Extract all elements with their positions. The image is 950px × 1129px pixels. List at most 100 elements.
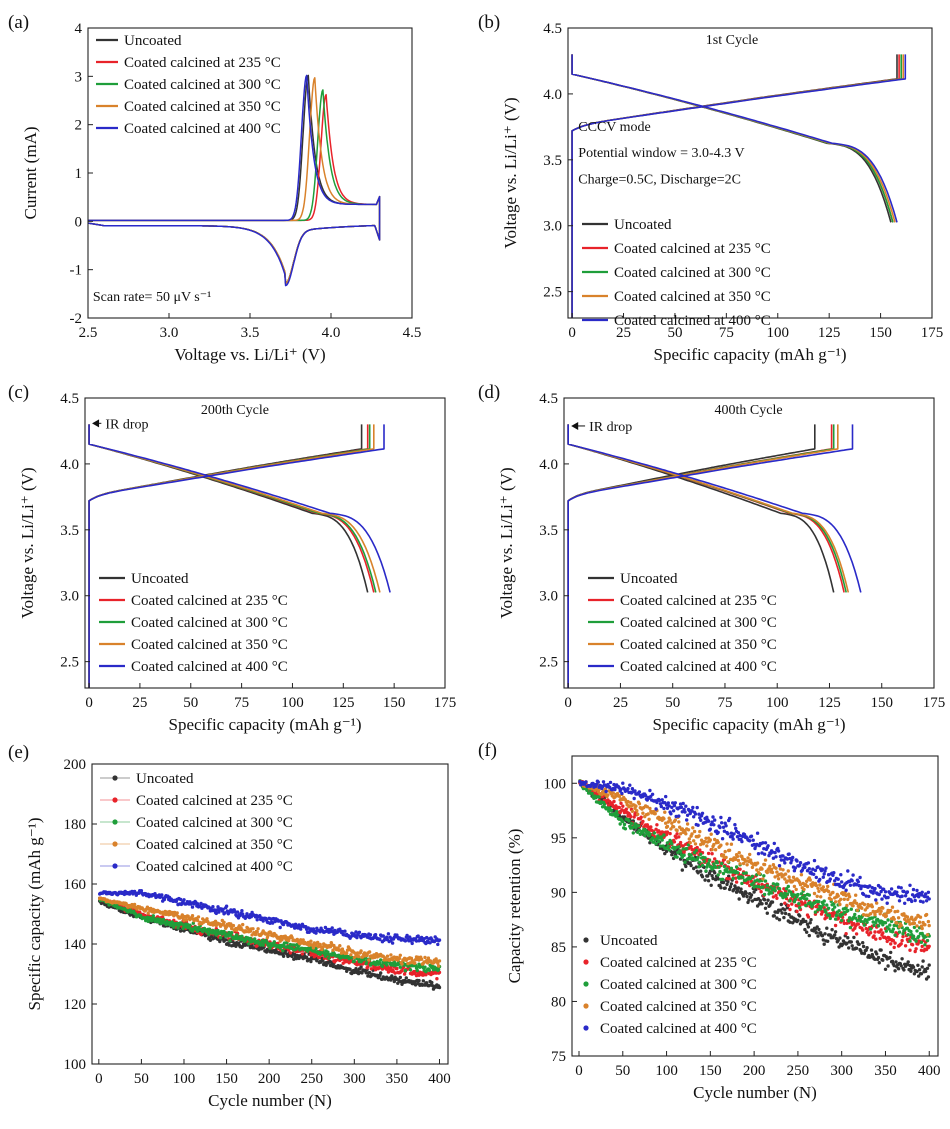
legend-label: Coated calcined at 300 °C [136, 815, 293, 831]
data-point [367, 958, 371, 962]
data-point [803, 927, 807, 932]
data-point [665, 824, 670, 829]
x-tick-label: 3.0 [160, 325, 179, 341]
data-point [172, 925, 176, 929]
data-point [769, 891, 774, 895]
data-point [713, 837, 717, 842]
y-axis-label: Voltage vs. Li/Li⁺ (V) [18, 467, 37, 618]
data-point [621, 804, 625, 808]
data-point [914, 939, 918, 943]
data-point [671, 825, 676, 829]
data-point [668, 831, 672, 836]
data-point [900, 957, 904, 961]
data-point [706, 851, 711, 856]
y-tick-label: 85 [551, 940, 566, 956]
data-point [665, 806, 670, 810]
data-point [788, 920, 792, 924]
x-tick-label: 3.5 [241, 325, 260, 341]
x-tick-label: 100 [173, 1071, 196, 1087]
data-point [419, 935, 424, 940]
data-point [744, 859, 748, 863]
data-point [873, 957, 877, 961]
data-point [925, 938, 930, 943]
data-point [755, 842, 759, 847]
data-point [833, 905, 837, 909]
data-point [831, 873, 835, 877]
data-point [700, 875, 705, 879]
data-point [632, 815, 636, 819]
data-point [737, 897, 741, 901]
data-point [840, 918, 844, 923]
data-point [653, 812, 657, 816]
legend: Uncoated Coated calcined at 235 °C Coated … [588, 571, 777, 675]
data-point [833, 923, 838, 928]
data-point [683, 810, 687, 814]
data-point [309, 959, 313, 964]
discharge-curve [88, 424, 369, 593]
data-point [777, 918, 782, 922]
data-point [696, 871, 700, 875]
data-point [811, 867, 815, 871]
data-point [818, 877, 822, 882]
data-point [901, 934, 905, 939]
data-point [340, 929, 345, 934]
y-tick-label: 3.0 [60, 589, 79, 605]
data-point [741, 861, 746, 866]
data-point [594, 787, 599, 791]
data-point [873, 913, 877, 917]
data-point [699, 852, 703, 856]
data-point [762, 847, 766, 851]
data-point [794, 887, 798, 892]
series-2 [578, 779, 931, 947]
data-point [838, 902, 842, 907]
data-point [804, 903, 808, 908]
data-point [826, 873, 831, 877]
data-point [705, 815, 709, 819]
data-point [876, 924, 881, 928]
data-point [783, 872, 788, 876]
data-point [675, 828, 679, 833]
data-point [799, 892, 804, 896]
data-point [844, 893, 848, 898]
data-point [734, 886, 738, 890]
data-point [924, 912, 929, 917]
data-point [828, 916, 832, 921]
data-point [795, 909, 799, 914]
data-point [909, 929, 913, 934]
data-point [716, 830, 720, 835]
data-point [619, 787, 623, 791]
y-tick-label: 180 [64, 817, 87, 833]
data-point [670, 805, 674, 810]
data-point [814, 875, 818, 880]
data-point [733, 823, 737, 827]
data-point [726, 860, 730, 864]
data-point [851, 873, 855, 877]
x-tick-label: 150 [383, 695, 406, 711]
data-point [648, 832, 652, 836]
data-point [741, 871, 746, 875]
data-point [837, 909, 841, 913]
data-point [705, 865, 709, 869]
data-point [713, 818, 717, 822]
data-point [227, 943, 231, 947]
data-point [674, 845, 678, 850]
data-point [730, 834, 734, 839]
data-point [715, 861, 719, 865]
data-point [855, 918, 860, 923]
data-point [692, 815, 696, 819]
y-tick-label: 4.5 [539, 391, 558, 407]
data-point [217, 910, 221, 914]
data-point [918, 915, 923, 919]
x-tick-label: 250 [300, 1071, 323, 1087]
data-point [224, 904, 229, 908]
x-tick-label: 175 [921, 325, 944, 341]
data-point [906, 960, 910, 964]
y-tick-label: 4 [75, 21, 83, 37]
data-point [385, 963, 389, 967]
data-point [678, 802, 683, 806]
data-point [634, 804, 638, 808]
data-point [716, 877, 720, 881]
x-tick-label: 400 [918, 1063, 941, 1079]
data-point [699, 869, 703, 873]
y-tick-label: 4.5 [543, 21, 562, 37]
